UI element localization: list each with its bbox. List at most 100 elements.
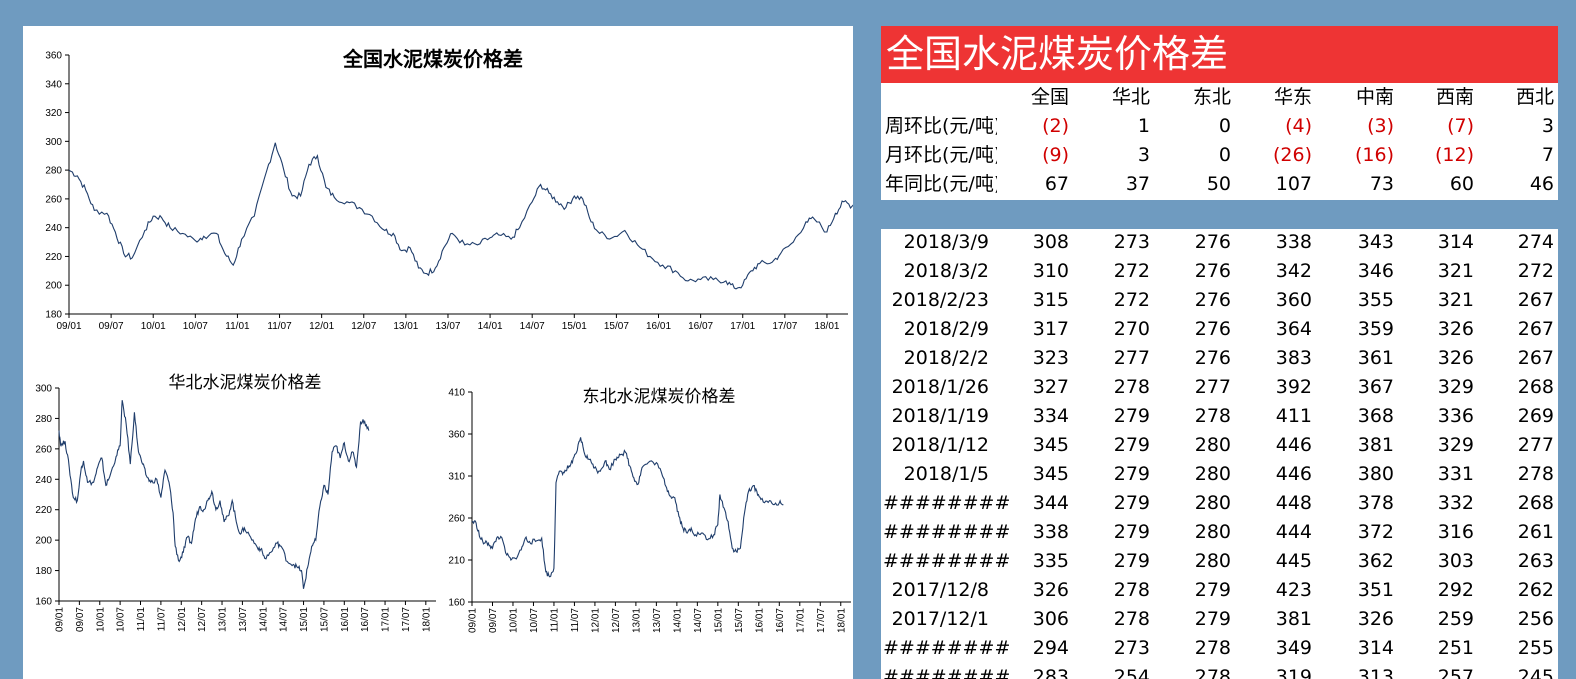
summary-header-cell: 全国 xyxy=(1030,86,1069,108)
table-value-cell: 268 xyxy=(1517,492,1554,514)
table-value-cell: 267 xyxy=(1517,318,1554,340)
bottom-strip-right xyxy=(339,672,853,679)
national-x-tick-label: 16/07 xyxy=(688,321,713,332)
table-value-cell: 344 xyxy=(1032,492,1069,514)
table-value-cell: 332 xyxy=(1437,492,1474,514)
table-value-cell: 326 xyxy=(1437,347,1474,369)
northeast-x-tick-label: 09/07 xyxy=(488,608,499,633)
table-value-cell: 280 xyxy=(1194,463,1231,485)
table-value-cell: 315 xyxy=(1032,289,1069,311)
northeast-x-tick-label: 14/01 xyxy=(672,608,683,633)
data-table: 2018/3/9 308 273 276 338 343 314 274 2018/3/2 310… xyxy=(881,229,1558,679)
table-value-cell: 368 xyxy=(1357,405,1394,427)
table-value-cell: 276 xyxy=(1194,231,1231,253)
table-date-cell: 2018/2/23 xyxy=(891,289,989,311)
table-value-cell: 257 xyxy=(1437,666,1474,679)
table-value-cell: 345 xyxy=(1032,463,1069,485)
north-y-tick-label: 160 xyxy=(35,597,52,608)
table-value-cell: 355 xyxy=(1357,289,1394,311)
northeast-y-tick-label: 210 xyxy=(448,556,465,567)
northeast-x-tick-label: 14/07 xyxy=(693,608,704,633)
summary-value-cell: (7) xyxy=(1447,115,1474,137)
summary-value-cell: (3) xyxy=(1367,115,1394,137)
table-value-cell: 279 xyxy=(1194,579,1231,601)
national-y-tick-label: 300 xyxy=(45,137,62,148)
table-value-cell: 261 xyxy=(1517,521,1554,543)
table-value-cell: 326 xyxy=(1032,579,1069,601)
north-x-tick-label: 15/01 xyxy=(299,607,310,632)
north-x-tick-label: 13/01 xyxy=(218,607,229,632)
summary-header-cell: 西北 xyxy=(1515,86,1554,108)
table-value-cell: 268 xyxy=(1517,376,1554,398)
table-value-cell: 278 xyxy=(1517,463,1554,485)
table-value-cell: 383 xyxy=(1275,347,1312,369)
summary-value-cell: 0 xyxy=(1218,115,1231,137)
table-value-cell: 278 xyxy=(1194,405,1231,427)
national-x-tick-label: 17/01 xyxy=(730,321,755,332)
table-value-cell: 292 xyxy=(1437,579,1474,601)
northeast-x-tick-label: 09/01 xyxy=(468,608,479,633)
national-x-tick-label: 17/07 xyxy=(772,321,797,332)
table-value-cell: 279 xyxy=(1194,608,1231,630)
table-value-cell: 361 xyxy=(1357,347,1394,369)
table-date-cell: ######## xyxy=(883,637,1011,659)
summary-row-label: 周环比(元/吨) xyxy=(885,115,997,137)
northeast-x-tick-label: 12/01 xyxy=(590,608,601,633)
table-value-cell: 306 xyxy=(1032,608,1069,630)
northeast-x-tick-label: 16/01 xyxy=(754,608,765,633)
table-value-cell: 279 xyxy=(1113,463,1150,485)
table-value-cell: 331 xyxy=(1437,463,1474,485)
summary-value-cell: 60 xyxy=(1449,173,1474,195)
table-value-cell: 280 xyxy=(1194,434,1231,456)
summary-panel: 全国水泥煤炭价格差 全国 华北 东北 华东 中南 西南 西北 周环比(元/吨) (2) 1 0 (4… xyxy=(881,26,1558,200)
table-value-cell: 343 xyxy=(1357,231,1394,253)
north-x-tick-label: 11/07 xyxy=(156,607,167,632)
north-y-tick-label: 240 xyxy=(35,475,52,486)
summary-value-cell: (12) xyxy=(1434,144,1474,166)
national-x-tick-label: 15/07 xyxy=(604,321,629,332)
table-value-cell: 334 xyxy=(1032,405,1069,427)
table-value-cell: 276 xyxy=(1194,347,1231,369)
summary-value-cell: 37 xyxy=(1125,173,1150,195)
table-value-cell: 279 xyxy=(1113,521,1150,543)
north-y-tick-label: 260 xyxy=(35,444,52,455)
table-value-cell: 270 xyxy=(1113,318,1150,340)
table-value-cell: 251 xyxy=(1437,637,1474,659)
north-x-tick-label: 09/01 xyxy=(55,607,66,632)
northeast-x-tick-label: 11/07 xyxy=(570,608,581,633)
north-x-tick-label: 14/01 xyxy=(258,607,269,632)
northeast-y-tick-label: 160 xyxy=(448,598,465,609)
national-x-tick-label: 18/01 xyxy=(814,321,839,332)
bottom-strip-left xyxy=(23,672,245,679)
table-value-cell: 323 xyxy=(1032,347,1069,369)
table-value-cell: 446 xyxy=(1275,434,1312,456)
table-date-cell: 2018/1/12 xyxy=(891,434,989,456)
table-row: 2017/12/1 306 278 279 381 326 259 256 xyxy=(881,605,1558,634)
table-value-cell: 279 xyxy=(1113,405,1150,427)
table-value-cell: 326 xyxy=(1357,608,1394,630)
summary-header-cell: 西南 xyxy=(1435,86,1474,108)
national-series-line xyxy=(68,142,853,290)
national-x-tick-label: 14/01 xyxy=(478,321,503,332)
table-value-cell: 346 xyxy=(1357,260,1394,282)
summary-header-row: 全国 华北 东北 华东 中南 西南 西北 xyxy=(881,83,1558,112)
north-x-tick-label: 10/07 xyxy=(116,607,127,632)
table-value-cell: 329 xyxy=(1437,376,1474,398)
summary-value-cell: 107 xyxy=(1275,173,1312,195)
table-row: 2018/1/19 334 279 278 411 368 336 269 xyxy=(881,402,1558,431)
national-y-tick-label: 200 xyxy=(45,281,62,292)
summary-value-cell: 50 xyxy=(1206,173,1231,195)
table-value-cell: 362 xyxy=(1357,550,1394,572)
chart-panel: 180 200 220 240 260 280 300 320 340 360 09/01 09/07… xyxy=(23,26,853,679)
table-date-cell: 2017/12/8 xyxy=(891,579,989,601)
table-value-cell: 278 xyxy=(1113,376,1150,398)
northeast-x-tick-label: 17/07 xyxy=(816,608,827,633)
table-value-cell: 267 xyxy=(1517,347,1554,369)
national-x-tick-label: 13/07 xyxy=(435,321,460,332)
table-date-cell: 2018/3/9 xyxy=(903,231,989,253)
table-value-cell: 276 xyxy=(1194,289,1231,311)
table-value-cell: 321 xyxy=(1437,260,1474,282)
table-row: ######## 335 279 280 445 362 303 263 xyxy=(881,547,1558,576)
national-y-tick-label: 280 xyxy=(45,166,62,177)
northeast-x-tick-label: 17/01 xyxy=(795,608,806,633)
